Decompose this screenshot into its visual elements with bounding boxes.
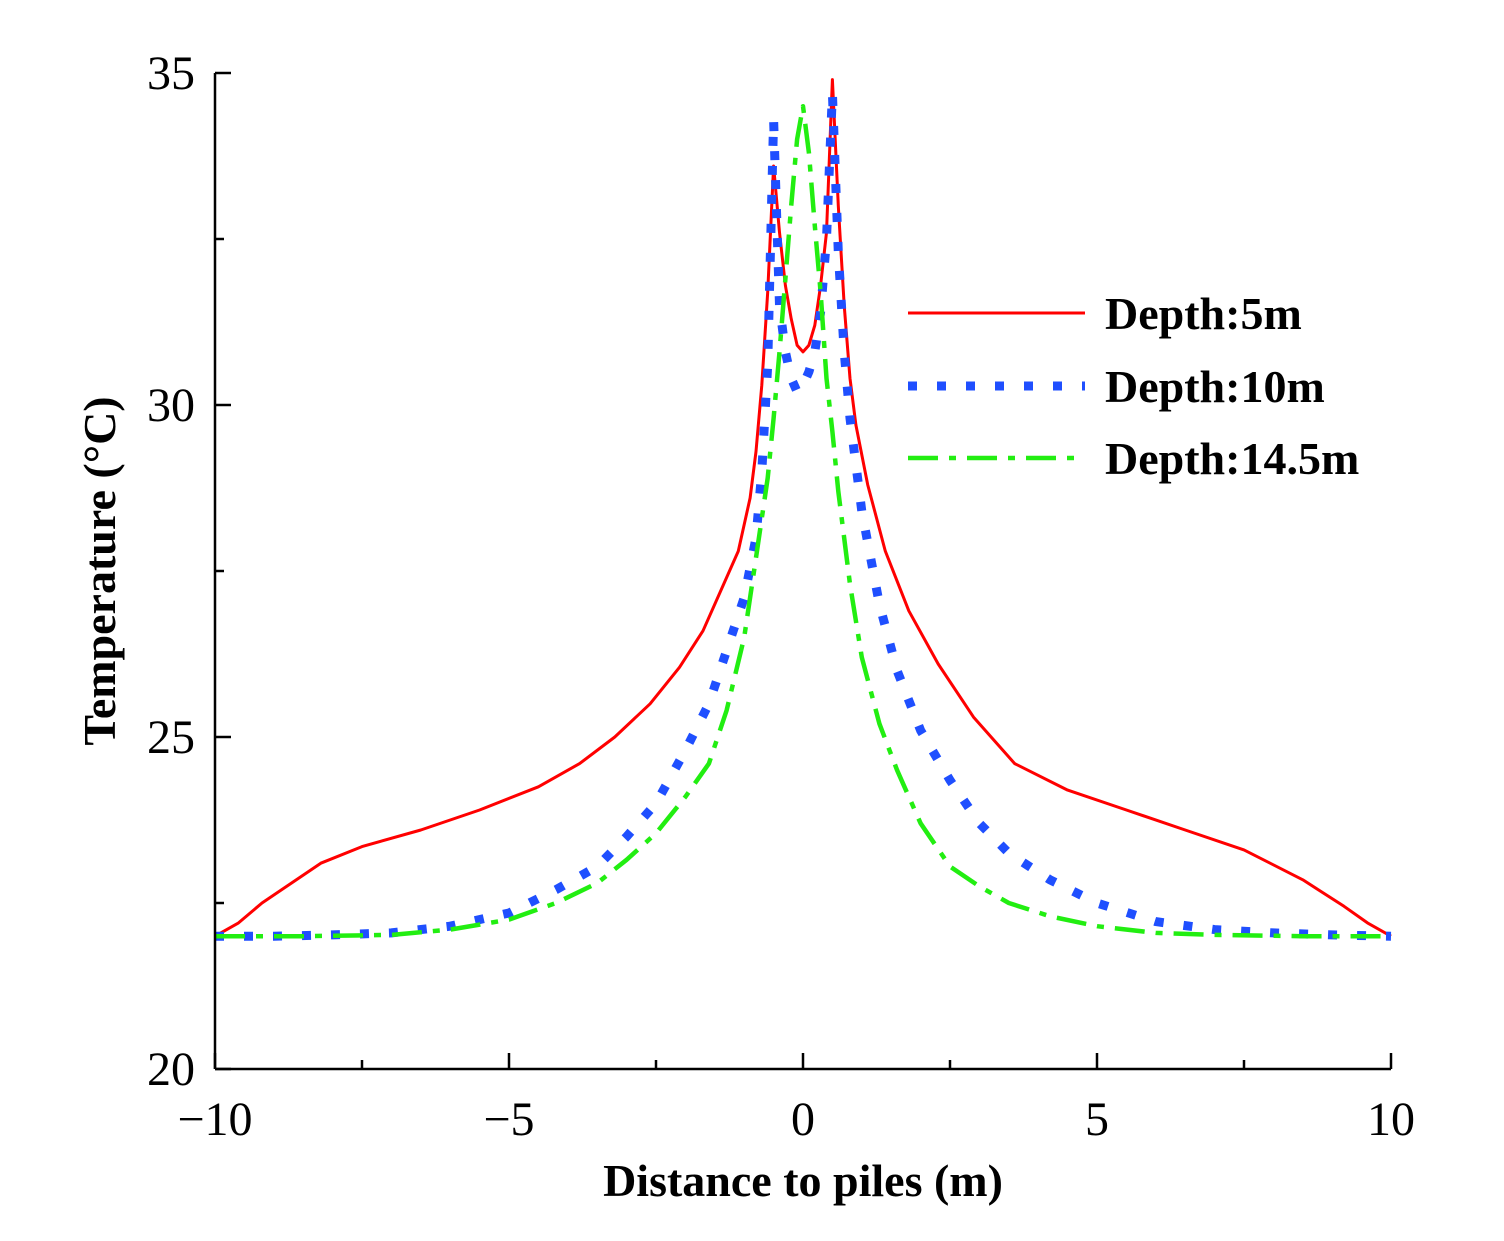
y-tick-label: 20: [147, 1043, 195, 1096]
axes: [213, 73, 1391, 1071]
x-tick-label: −10: [177, 1093, 252, 1146]
series-line-3: [215, 103, 1391, 939]
legend-label-2: Depth:10m: [1105, 361, 1325, 412]
legend-label-3: Depth:14.5m: [1105, 433, 1359, 484]
x-tick-label: 10: [1367, 1093, 1415, 1146]
y-tick-label: 30: [147, 379, 195, 432]
x-tick-label: 5: [1085, 1093, 1109, 1146]
y-tick-label: 25: [147, 711, 195, 764]
legend-label-1: Depth:5m: [1105, 288, 1302, 339]
series-line-1: [214, 78, 1392, 938]
y-axis-title: Temperature (°C): [74, 396, 125, 745]
y-tick-label: 35: [147, 47, 195, 100]
series-line-2: [215, 88, 1392, 941]
x-tick-label: 0: [791, 1093, 815, 1146]
ticks: −10 −5 0 5 10 20 25 30 35: [147, 47, 1415, 1146]
x-tick-label: −5: [483, 1093, 534, 1146]
plot-area: [214, 78, 1392, 941]
legend: Depth:5m Depth:10m Depth:14.5m: [908, 288, 1359, 484]
x-axis-title: Distance to piles (m): [603, 1155, 1003, 1206]
